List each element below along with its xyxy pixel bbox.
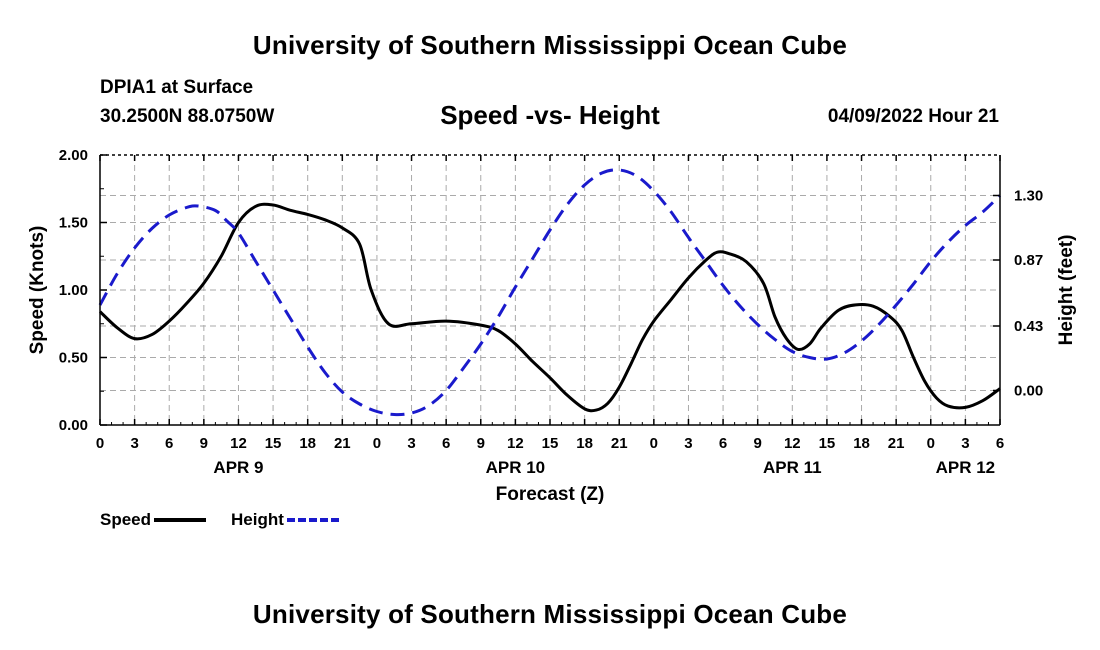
x-tick-label: 15: [819, 435, 836, 452]
x-date-label: APR 10: [486, 458, 546, 477]
grid: [100, 155, 1000, 425]
x-tick-label: 9: [754, 435, 762, 452]
x-tick-label: 18: [853, 435, 870, 452]
legend-speed-swatch: [154, 518, 207, 522]
x-tick-label: 18: [299, 435, 316, 452]
x-tick-label: 6: [719, 435, 727, 452]
x-tick-label: 0: [927, 435, 935, 452]
series-layer: [98, 168, 1002, 417]
x-axis-title: Forecast (Z): [496, 484, 605, 505]
y2-tick-label: 0.87: [1014, 252, 1043, 269]
legend-height-swatch: [286, 518, 339, 522]
x-tick-label: 0: [96, 435, 104, 452]
x-tick-label: 0: [650, 435, 658, 452]
legend-height-label: Height: [231, 510, 284, 529]
x-date-label: APR 11: [763, 458, 822, 477]
y-tick-label: 0.50: [59, 350, 88, 367]
x-tick-label: 3: [130, 435, 138, 452]
x-tick-label: 15: [542, 435, 559, 452]
y2-axis-title: Height (feet): [1056, 235, 1077, 346]
x-tick-label: 9: [477, 435, 485, 452]
x-tick-label: 3: [961, 435, 969, 452]
forecast-datestamp: 04/09/2022 Hour 21: [827, 106, 999, 127]
x-tick-label: 3: [407, 435, 415, 452]
x-tick-label: 18: [576, 435, 593, 452]
y2-tick-label: 0.00: [1014, 383, 1043, 400]
chart-title: University of Southern Mississippi Ocean…: [252, 30, 848, 60]
y-tick-label: 0.00: [59, 417, 88, 434]
legend-speed-label: Speed: [100, 510, 152, 529]
x-tick-label: 3: [684, 435, 692, 452]
footer-title: University of Southern Mississippi Ocean…: [252, 599, 848, 629]
speed-height-chart: 0 3 6 9 12 15 18 21 0 3 6 9 12 15 18 21 0 3 6 9 12 15 18 21 0 3 6A…: [27, 147, 1077, 505]
y-tick-label: 2.00: [59, 147, 88, 164]
legend-speed: Speed: [100, 510, 207, 530]
x-tick-label: 12: [230, 435, 247, 452]
series-line-speed: [98, 202, 1001, 413]
x-date-label: APR 9: [213, 458, 263, 477]
x-tick-label: 12: [507, 435, 524, 452]
x-tick-label: 21: [334, 435, 351, 452]
series-line-height: [98, 168, 1002, 417]
axes: 0 3 6 9 12 15 18 21 0 3 6 9 12 15 18 21 0 3 6 9 12 15 18 21 0 3 6A…: [27, 147, 1077, 505]
x-tick-label: 0: [373, 435, 381, 452]
y-tick-label: 1.50: [59, 215, 88, 232]
y-tick-label: 1.00: [59, 282, 88, 299]
x-tick-label: 12: [784, 435, 801, 452]
x-tick-label: 6: [442, 435, 450, 452]
y2-tick-label: 1.30: [1014, 188, 1043, 205]
y-axis-title: Speed (Knots): [27, 226, 48, 355]
x-tick-label: 6: [996, 435, 1004, 452]
y2-tick-label: 0.43: [1014, 318, 1043, 335]
station-coordinates: 30.2500N 88.0750W: [100, 106, 275, 127]
x-date-label: APR 12: [936, 458, 996, 477]
x-tick-label: 9: [200, 435, 208, 452]
station-name: DPIA1 at Surface: [100, 77, 254, 98]
x-tick-label: 21: [888, 435, 905, 452]
x-tick-label: 15: [265, 435, 282, 452]
x-tick-label: 21: [611, 435, 628, 452]
x-tick-label: 6: [165, 435, 173, 452]
legend-height: Height: [231, 510, 339, 530]
chart-subtitle: Speed -vs- Height: [440, 100, 660, 130]
